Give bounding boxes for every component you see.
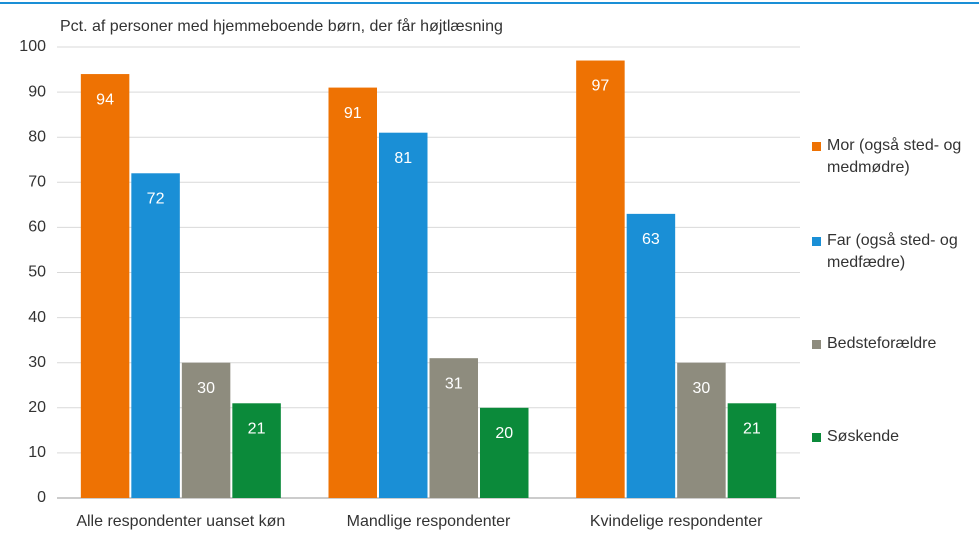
y-tick-label: 70: [28, 174, 46, 191]
bar: [429, 358, 478, 498]
bar: [232, 403, 281, 498]
x-tick-label: Kvindelige respondenter: [590, 513, 763, 530]
data-label: 81: [394, 150, 412, 167]
y-tick-label: 50: [28, 264, 46, 281]
legend-swatch: [812, 340, 821, 349]
legend-item: Far (også sted- og medfædre): [812, 230, 977, 274]
bar: [727, 403, 777, 498]
legend-swatch: [812, 237, 821, 246]
legend-swatch: [812, 433, 821, 442]
data-label: 21: [743, 421, 761, 438]
data-label: 72: [147, 190, 165, 207]
data-label: 97: [592, 78, 610, 95]
y-tick-label: 20: [28, 399, 46, 416]
legend-label: Mor (også sted- og medmødre): [827, 137, 962, 176]
bar: [576, 60, 625, 498]
data-label: 94: [96, 91, 114, 108]
legend-item: Søskende: [812, 426, 977, 448]
x-tick-label: Mandlige respondenter: [347, 513, 511, 530]
legend-label: Søskende: [827, 428, 900, 445]
data-label: 30: [693, 380, 711, 397]
y-tick-label: 30: [28, 354, 46, 371]
legend-label: Far (også sted- og medfædre): [827, 232, 958, 271]
bar: [80, 74, 130, 498]
data-label: 30: [197, 380, 215, 397]
y-tick-label: 40: [28, 309, 46, 326]
bar: [131, 173, 180, 498]
legend-item: Bedsteforældre: [812, 333, 977, 355]
bar: [379, 132, 428, 498]
x-tick-label: Alle respondenter uanset køn: [76, 513, 285, 530]
data-label: 31: [445, 375, 463, 392]
y-tick-label: 90: [28, 83, 46, 100]
bar: [626, 213, 676, 498]
y-tick-label: 60: [28, 219, 46, 236]
bar: [677, 362, 726, 498]
data-label: 91: [344, 105, 362, 122]
legend-item: Mor (også sted- og medmødre): [812, 135, 977, 179]
bar: [181, 362, 231, 498]
y-tick-label: 0: [37, 489, 46, 506]
data-label: 21: [248, 421, 266, 438]
y-tick-label: 100: [19, 38, 46, 55]
bar: [328, 87, 377, 498]
data-label: 20: [495, 425, 513, 442]
legend-swatch: [812, 142, 821, 151]
chart-title: Pct. af personer med hjemmeboende børn, …: [60, 17, 503, 35]
y-tick-label: 10: [28, 444, 46, 461]
legend-label: Bedsteforældre: [827, 335, 937, 352]
data-label: 63: [642, 231, 660, 248]
y-tick-label: 80: [28, 128, 46, 145]
bar: [480, 407, 529, 498]
